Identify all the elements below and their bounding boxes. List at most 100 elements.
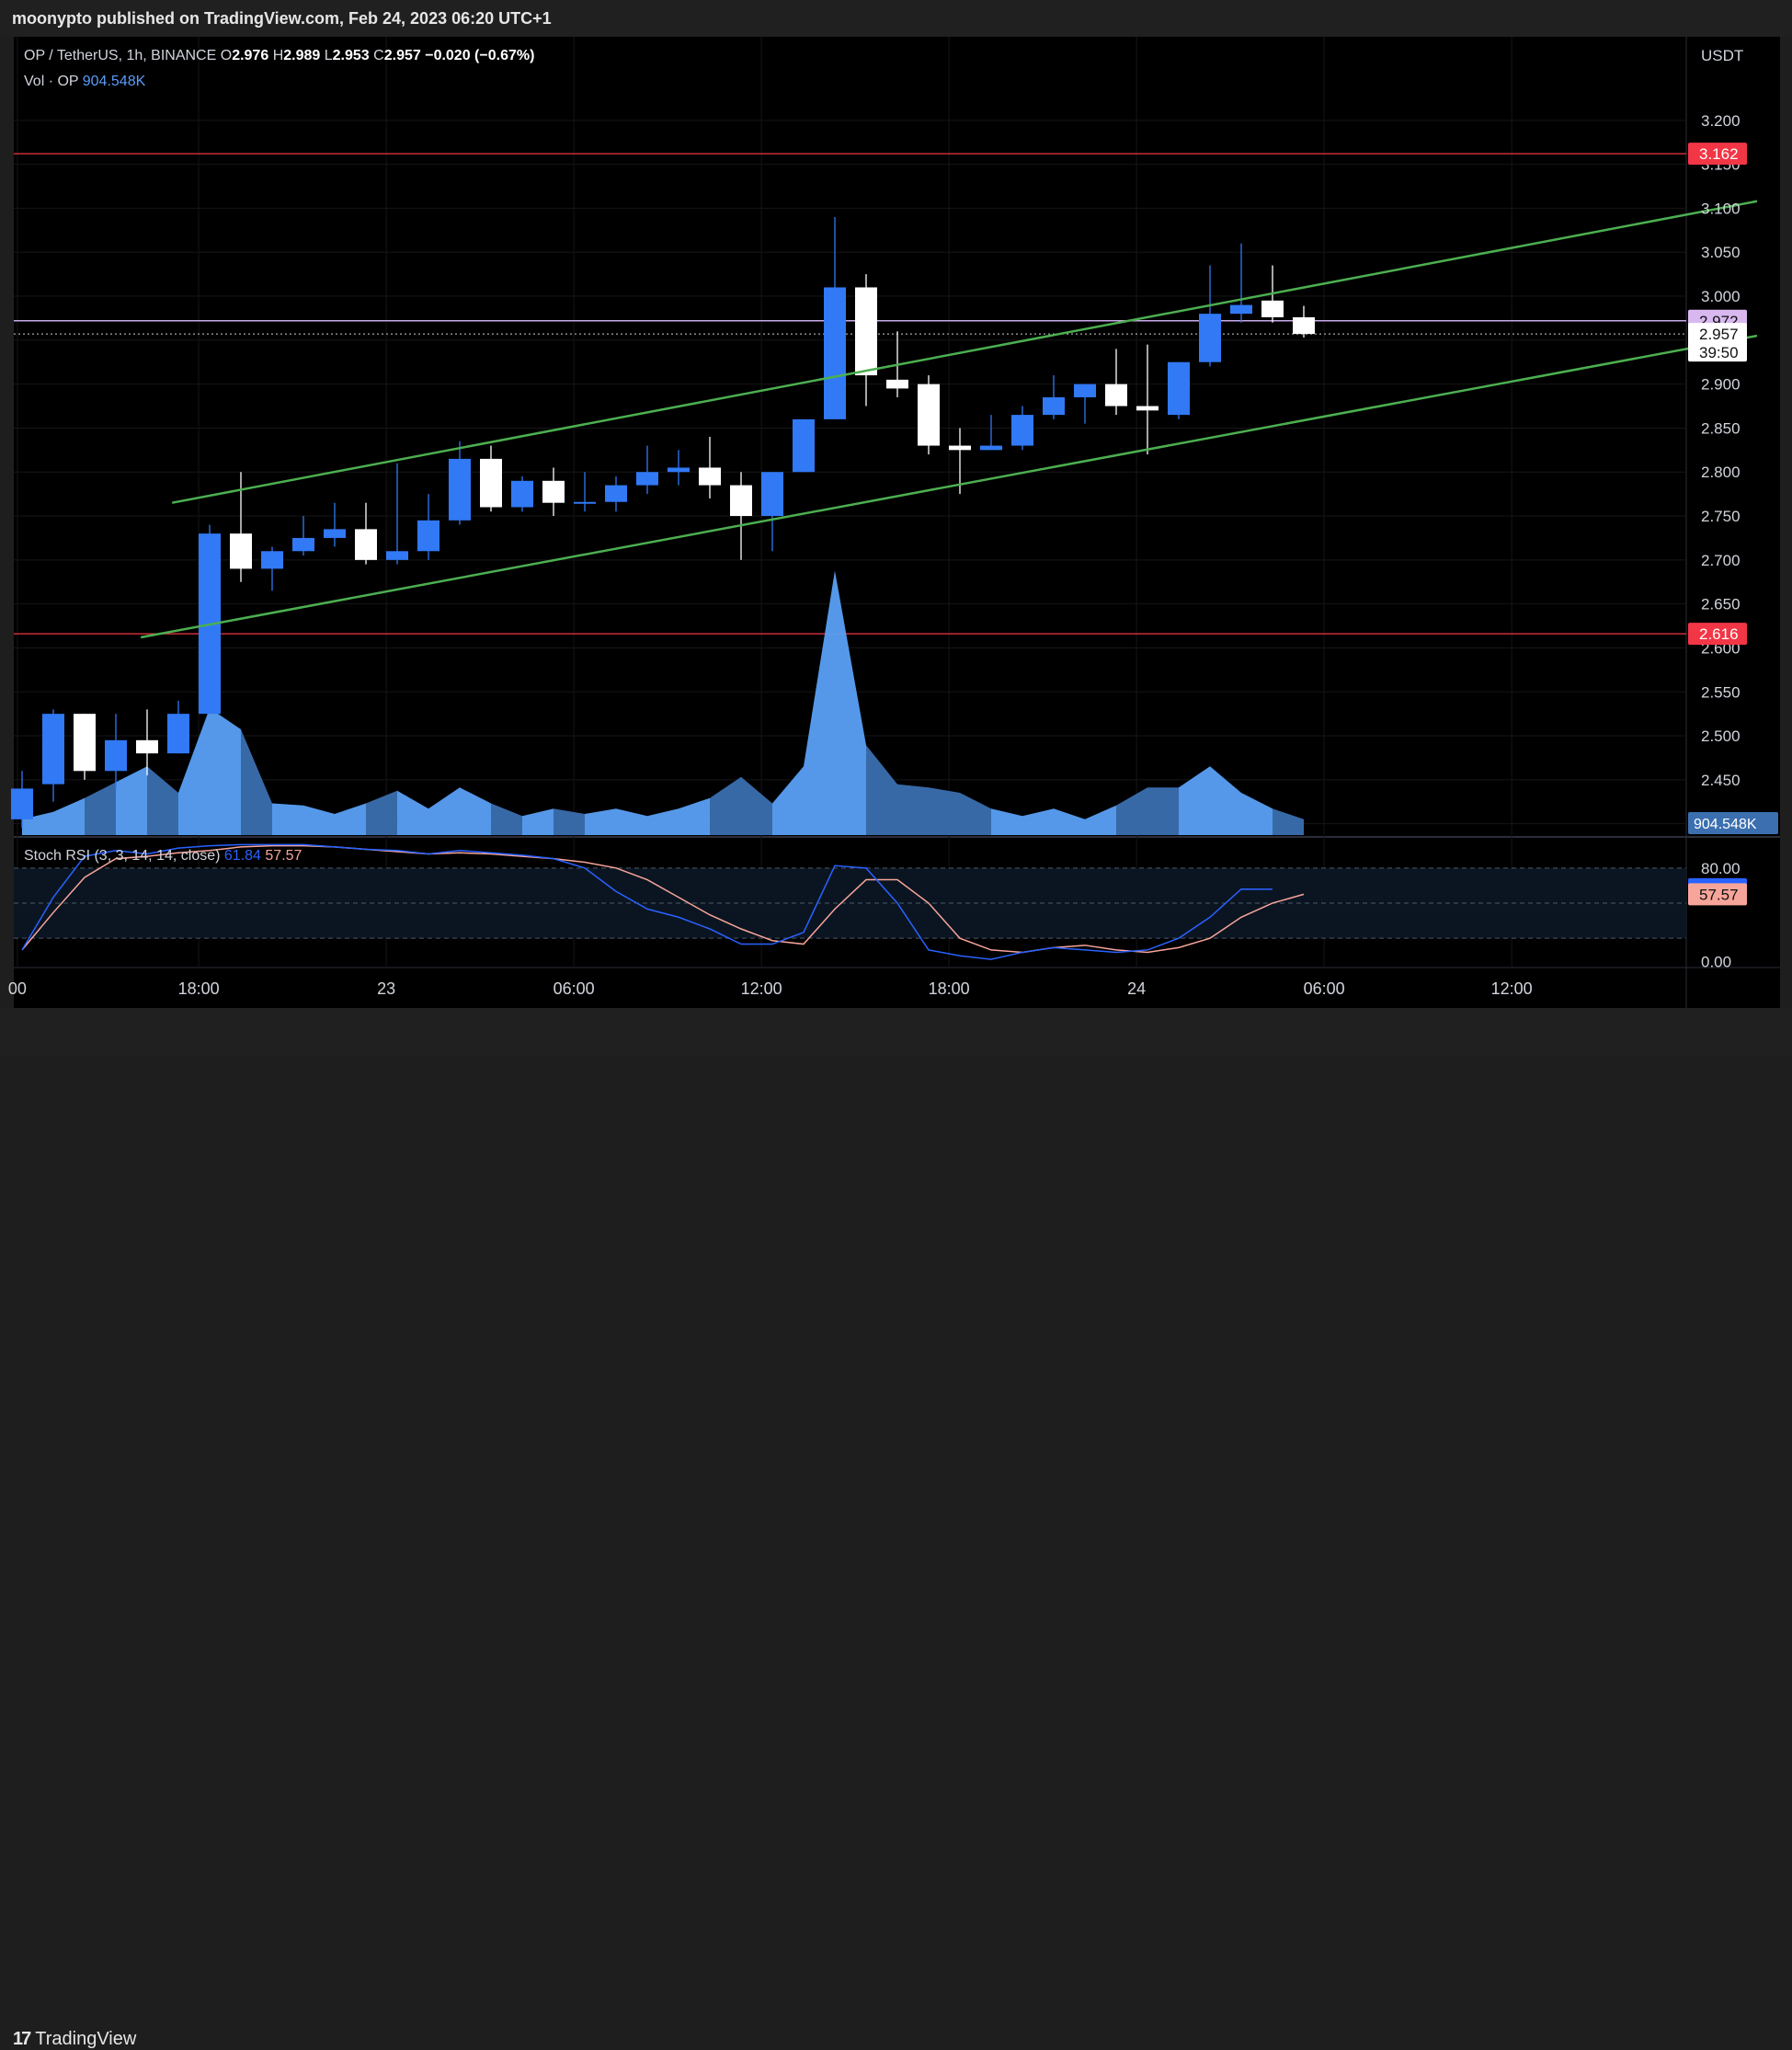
candle-body bbox=[918, 384, 940, 446]
header-bar: moonypto published on TradingView.com, F… bbox=[0, 0, 1792, 37]
candle-body bbox=[980, 445, 1002, 451]
last-price-label: 2.957 bbox=[1699, 326, 1739, 343]
candle-body bbox=[886, 379, 908, 389]
x-tick-label: 06:00 bbox=[1304, 979, 1345, 998]
volume-segment bbox=[772, 766, 804, 835]
candle-body bbox=[1011, 415, 1033, 446]
open-label: O bbox=[220, 48, 233, 63]
support-price-tag bbox=[1688, 623, 1747, 646]
stoch-rsi-legend[interactable]: Stoch RSI (3, 3, 14, 14, close) 61.84 57… bbox=[24, 848, 302, 865]
support-price-label: 2.616 bbox=[1699, 625, 1739, 643]
candle-body bbox=[449, 458, 471, 521]
close-label: C bbox=[373, 48, 384, 63]
y-tick-label: 2.500 bbox=[1701, 727, 1741, 745]
candle-body bbox=[42, 714, 64, 784]
volume-segment bbox=[1054, 808, 1085, 835]
y-tick-label: 3.100 bbox=[1701, 200, 1741, 217]
volume-segment bbox=[491, 803, 522, 835]
price-axis: 3.2003.1503.1003.0503.0002.9502.9002.850… bbox=[1688, 47, 1778, 834]
volume-segment bbox=[554, 808, 585, 835]
candle-body bbox=[105, 739, 127, 772]
candle-body bbox=[355, 529, 377, 560]
candle-body bbox=[1168, 361, 1190, 416]
candle-body bbox=[699, 467, 721, 486]
volume-segment bbox=[303, 805, 335, 835]
tradingview-brand[interactable]: 17 TradingView bbox=[13, 2029, 136, 2050]
x-tick-label: 00 bbox=[8, 979, 27, 998]
volume-segment bbox=[397, 790, 428, 835]
y-tick-label: 3.200 bbox=[1701, 112, 1741, 130]
candle-body bbox=[167, 714, 189, 754]
volume-segment bbox=[741, 776, 772, 835]
candle-body bbox=[793, 418, 815, 473]
candle-body bbox=[480, 458, 502, 508]
tradingview-brand-label: TradingView bbox=[35, 2029, 137, 2049]
volume-segment bbox=[522, 808, 554, 835]
y-tick-label: 3.000 bbox=[1701, 288, 1741, 305]
volume-segment bbox=[647, 808, 679, 835]
y-tick-label: 2.900 bbox=[1701, 376, 1741, 394]
footer-bar: 17 TradingView bbox=[0, 1008, 1792, 2049]
tradingview-logo-icon: 17 bbox=[13, 2029, 31, 2049]
volume-segment bbox=[272, 803, 303, 835]
candle-body bbox=[761, 472, 783, 517]
x-tick-label: 12:00 bbox=[1491, 979, 1533, 998]
high-label: H bbox=[272, 48, 284, 63]
volume-segment bbox=[1147, 787, 1179, 835]
candle-body bbox=[636, 472, 658, 486]
resistance-price-label: 3.162 bbox=[1699, 145, 1739, 163]
volume-segment bbox=[1273, 808, 1304, 835]
volume-segment bbox=[428, 787, 460, 835]
symbol-label[interactable]: OP / TetherUS, 1h, BINANCE bbox=[24, 48, 217, 63]
currency-label: USDT bbox=[1701, 47, 1743, 64]
volume-segment bbox=[1179, 766, 1210, 835]
channel-upper-line bbox=[171, 200, 1758, 504]
low-label: L bbox=[324, 48, 333, 63]
stoch-rsi-d-line bbox=[21, 844, 1305, 954]
volume-segment bbox=[366, 790, 397, 835]
volume-segment bbox=[679, 797, 710, 835]
candle-body bbox=[417, 520, 439, 552]
low-value: 2.953 bbox=[332, 48, 370, 63]
volume-segment bbox=[710, 776, 741, 835]
volume-segment bbox=[866, 745, 897, 835]
resistance-price-tag bbox=[1688, 143, 1747, 166]
volume-segment bbox=[991, 808, 1022, 835]
volume-segment bbox=[460, 787, 491, 835]
candle-body bbox=[824, 287, 846, 419]
y-tick-label: 2.800 bbox=[1701, 464, 1741, 481]
volume-segment bbox=[1210, 766, 1241, 835]
volume-value: 904.548K bbox=[82, 74, 146, 89]
candle-body bbox=[1293, 316, 1315, 335]
y-tick-label: 2.850 bbox=[1701, 419, 1741, 437]
candle-body bbox=[668, 467, 690, 473]
x-tick-label: 23 bbox=[377, 979, 395, 998]
candle-body bbox=[74, 714, 96, 772]
y-tick-label: 2.650 bbox=[1701, 596, 1741, 613]
symbol-legend[interactable]: OP / TetherUS, 1h, BINANCE O2.976 H2.989… bbox=[24, 48, 534, 64]
candle-body bbox=[1136, 406, 1159, 411]
stoch-rsi-label[interactable]: Stoch RSI (3, 3, 14, 14, close) bbox=[24, 848, 221, 864]
volume-legend[interactable]: Vol · OP 904.548K bbox=[24, 74, 145, 90]
volume-segment bbox=[835, 570, 866, 835]
candle-body bbox=[730, 485, 752, 517]
time-axis: 00 18:00 23 06:00 12:00 18:00 24 06:00 12:00 bbox=[8, 979, 1533, 998]
stoch-rsi-d-tag bbox=[1688, 883, 1747, 906]
candle-body bbox=[292, 537, 314, 552]
volume-segment bbox=[960, 793, 991, 835]
x-tick-label: 18:00 bbox=[929, 979, 970, 998]
trend-channel bbox=[140, 200, 1758, 639]
x-tick-label: 24 bbox=[1127, 979, 1146, 998]
close-value: 2.957 bbox=[383, 48, 421, 63]
price-chart[interactable]: 3.2003.1503.1003.0503.0002.9502.9002.850… bbox=[0, 0, 1792, 1056]
open-value: 2.976 bbox=[232, 48, 269, 63]
y-tick-label: 2.550 bbox=[1701, 683, 1741, 701]
x-tick-label: 12:00 bbox=[741, 979, 782, 998]
volume-tag-label: 904.548K bbox=[1694, 817, 1757, 832]
candle-body bbox=[605, 485, 627, 502]
y-tick-label: 2.450 bbox=[1701, 772, 1741, 789]
candle-body bbox=[542, 480, 565, 503]
candle-body bbox=[1199, 314, 1221, 362]
rsi-y-tick-label: 80.00 bbox=[1701, 860, 1741, 877]
volume-label[interactable]: Vol · OP bbox=[24, 74, 79, 89]
